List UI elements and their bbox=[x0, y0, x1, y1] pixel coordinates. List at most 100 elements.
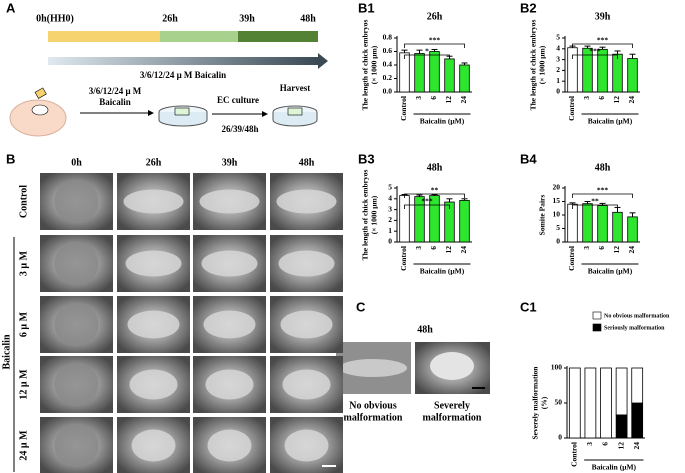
filter-paper bbox=[34, 87, 47, 99]
embryo-ring bbox=[174, 107, 190, 116]
x-tick-label: 24 bbox=[632, 442, 641, 450]
x-tick-label: 24 bbox=[627, 96, 636, 104]
arrow-head bbox=[148, 110, 154, 116]
embryo bbox=[430, 352, 474, 380]
timeline-segment bbox=[160, 31, 238, 42]
x-tick-label: 3 bbox=[585, 442, 594, 446]
y-axis-label: Somite Pairs bbox=[538, 195, 547, 236]
y-tick-label: 2 bbox=[556, 65, 560, 74]
arrow-head bbox=[262, 111, 268, 117]
embryo-ring bbox=[287, 107, 303, 116]
timeline-label: 48h bbox=[300, 13, 316, 24]
bar bbox=[612, 53, 623, 93]
timeline-label: 0h(HH0) bbox=[36, 13, 74, 24]
legend-label: Seriously malformation bbox=[604, 325, 665, 331]
embryo bbox=[276, 189, 337, 214]
x-tick-label: 3 bbox=[414, 246, 423, 250]
embryo bbox=[54, 241, 99, 286]
embryo bbox=[54, 423, 99, 468]
y-axis-label: The length of chick embryos bbox=[361, 170, 370, 261]
chart-title: 26h bbox=[427, 11, 443, 22]
y-tick-label: 3 bbox=[556, 54, 560, 63]
x-tick-label: Control bbox=[399, 246, 408, 271]
legend-swatch bbox=[592, 311, 602, 320]
embryo bbox=[339, 359, 407, 377]
column-header: 26h bbox=[146, 157, 162, 168]
group-label: Baicalin (μM) bbox=[588, 267, 633, 276]
chart-title: 48h bbox=[595, 162, 611, 173]
bar bbox=[582, 203, 593, 243]
significance-bracket bbox=[572, 193, 633, 198]
significance-label: *** bbox=[589, 47, 601, 56]
y-tick-label: 0.6 bbox=[383, 46, 393, 55]
group-label: Baicalin (μM) bbox=[420, 117, 465, 126]
bar bbox=[459, 200, 470, 243]
bar-segment bbox=[615, 414, 628, 439]
legend-swatch bbox=[592, 323, 602, 332]
y-tick-label: 50 bbox=[555, 398, 563, 407]
x-tick-label: 12 bbox=[616, 442, 625, 450]
y-axis-label: The length of chick embryos bbox=[529, 20, 538, 111]
x-tick-label: 24 bbox=[627, 246, 636, 254]
group-label: Baicalin (μM) bbox=[592, 463, 637, 472]
dose-label: Baicalin bbox=[99, 97, 131, 107]
y-tick-label: 4 bbox=[388, 194, 392, 203]
dish bbox=[158, 112, 208, 127]
outcome-label: malformation bbox=[423, 412, 482, 423]
significance-label: *** bbox=[421, 197, 433, 206]
column-header: 39h bbox=[222, 157, 238, 168]
bar bbox=[444, 58, 455, 93]
y-axis-label: (× 1000 μm) bbox=[370, 195, 379, 234]
legend-label: No obvious malformation bbox=[604, 313, 670, 319]
row-label: Control bbox=[18, 185, 29, 218]
y-tick-label: 1 bbox=[388, 226, 392, 235]
arrow-bar bbox=[48, 57, 318, 65]
embryo bbox=[125, 250, 182, 277]
y-axis-label: (× 1000 μm) bbox=[538, 45, 547, 84]
embryo bbox=[207, 429, 252, 462]
outcome-title: 48h bbox=[417, 324, 433, 335]
outcome-label: malformation bbox=[344, 412, 403, 423]
embryo bbox=[123, 189, 184, 214]
significance-bracket bbox=[404, 193, 465, 198]
embryo bbox=[205, 369, 254, 400]
significance-bracket bbox=[572, 43, 633, 48]
x-tick-label: 12 bbox=[444, 246, 453, 254]
x-tick-label: 6 bbox=[597, 246, 606, 250]
embryo bbox=[284, 429, 329, 462]
bar bbox=[612, 211, 623, 243]
y-tick-label: 10 bbox=[553, 210, 561, 219]
x-tick-label: 6 bbox=[429, 246, 438, 250]
y-tick-label: 15 bbox=[553, 196, 561, 205]
bar bbox=[567, 203, 578, 243]
bar bbox=[429, 51, 440, 93]
embryo bbox=[278, 250, 335, 277]
group-label: Baicalin (μM) bbox=[588, 117, 633, 126]
y-axis-label: (× 1000 μm) bbox=[370, 45, 379, 84]
bar bbox=[429, 195, 440, 243]
y-axis-label: The length of chick embryos bbox=[361, 20, 370, 111]
outcome-label: Severely bbox=[434, 400, 470, 411]
bar bbox=[582, 47, 593, 93]
chart-title: 39h bbox=[595, 11, 611, 22]
bar bbox=[444, 201, 455, 243]
panel-label: B4 bbox=[520, 151, 537, 166]
row-label: 3 μ M bbox=[18, 250, 29, 276]
significance-bracket bbox=[572, 204, 618, 209]
x-tick-label: 12 bbox=[444, 96, 453, 104]
y-tick-label: 0.8 bbox=[383, 33, 393, 42]
y-tick-label: 5 bbox=[556, 223, 560, 232]
embryo bbox=[280, 310, 333, 339]
dose-label: 3/6/12/24 μ M bbox=[89, 86, 142, 96]
significance-label: *** bbox=[429, 36, 441, 45]
y-tick-label: 0.0 bbox=[383, 87, 393, 96]
y-tick-label: 1 bbox=[556, 76, 560, 85]
timeline-segment bbox=[238, 31, 318, 42]
panel-label: B3 bbox=[358, 151, 375, 166]
significance-label: *** bbox=[597, 186, 609, 195]
bar bbox=[597, 48, 608, 93]
treatment-label: 3/6/12/24 μ M Baicalin bbox=[140, 70, 226, 80]
bar-segment bbox=[615, 367, 628, 416]
significance-bracket bbox=[404, 43, 465, 48]
